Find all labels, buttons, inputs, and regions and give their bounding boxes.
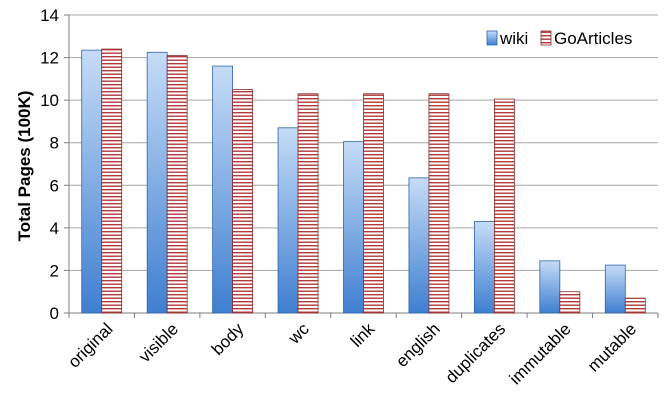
x-tick-label-english: english — [392, 319, 444, 371]
legend-swatch-goarticles — [540, 30, 552, 46]
x-tick-labels: original visible body wc link englishduplicat… — [64, 319, 640, 388]
bar-goarticles-body — [232, 89, 254, 314]
y-axis-title: Total Pages (100K) — [15, 91, 34, 242]
bar-wiki-english — [408, 177, 430, 314]
bar-wiki-visible — [146, 51, 168, 314]
bar-wiki-immutable — [539, 260, 561, 314]
bar-goarticles-visible — [166, 55, 188, 314]
bar-goarticles-duplicates — [493, 98, 515, 314]
x-tick-label-immutable: immutable — [506, 319, 575, 388]
y-tick-label: 0 — [50, 304, 59, 323]
x-tick-label-wc: wc — [284, 319, 313, 348]
legend-label-goarticles: GoArticles — [554, 29, 632, 48]
legend-label-wiki: wiki — [499, 29, 528, 48]
legend-swatch-wiki — [486, 30, 498, 46]
y-tick-label: 8 — [50, 134, 59, 153]
bar-wiki-link — [343, 141, 364, 314]
bar-goarticles-english — [428, 93, 450, 314]
bar-goarticles-immutable — [559, 291, 581, 314]
bar-wiki-body — [212, 65, 234, 314]
bars — [81, 48, 646, 314]
bar-goarticles-mutable — [624, 297, 646, 314]
bar-wiki-original — [81, 49, 103, 314]
x-tick-label-duplicates: duplicates — [442, 319, 510, 387]
bar-goarticles-link — [363, 93, 384, 314]
y-tick-label: 6 — [50, 176, 59, 195]
x-tick-label-original: original — [64, 319, 116, 371]
y-tick-labels: 0 2 4 6 8 10 12 14 — [40, 6, 59, 323]
x-tick-label-visible: visible — [135, 319, 182, 366]
bar-goarticles-wc — [297, 93, 319, 314]
y-tick-label: 10 — [40, 91, 59, 110]
legend: wiki GoArticles — [486, 29, 632, 48]
bar-wiki-mutable — [604, 264, 626, 314]
x-tick-label-body: body — [208, 319, 248, 359]
y-tick-label: 12 — [40, 49, 59, 68]
y-tick-label: 14 — [40, 6, 59, 25]
bar-wiki-wc — [277, 127, 299, 314]
y-tick-label: 4 — [50, 219, 59, 238]
bar-wiki-duplicates — [473, 221, 495, 314]
x-tick-label-mutable: mutable — [584, 319, 640, 375]
x-tick-label-link: link — [347, 319, 379, 351]
y-tick-label: 2 — [50, 261, 59, 280]
bar-goarticles-original — [101, 48, 123, 314]
